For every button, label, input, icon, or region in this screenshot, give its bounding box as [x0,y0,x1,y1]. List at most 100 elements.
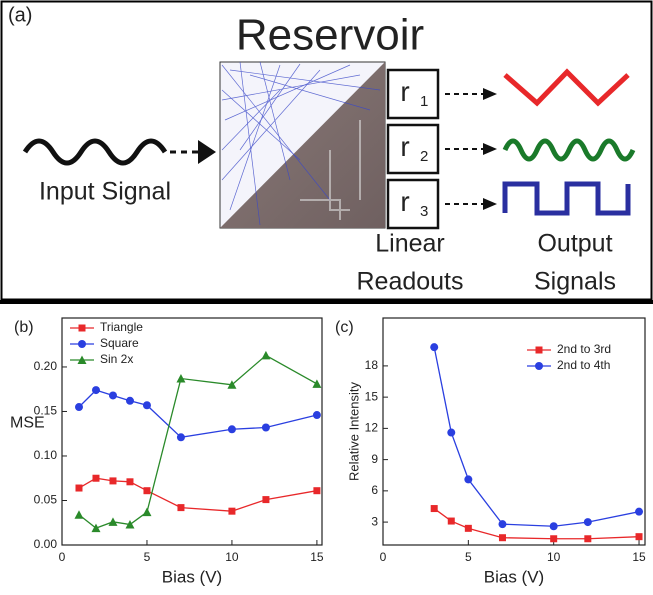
marker [142,507,152,517]
readout-label: r [400,186,409,217]
x-tick-label: 15 [632,550,646,564]
input-wave [22,138,168,166]
marker [91,386,100,395]
y-tick-label: 0.05 [34,493,58,507]
legend-label: Triangle [100,320,143,334]
marker [635,507,644,516]
x-axis-label: Bias (V) [484,567,544,586]
readout-box [386,178,440,230]
y-tick-label: 0.10 [34,448,58,462]
marker [312,411,321,420]
readout-sub: 3 [420,203,428,220]
readout-label: r [400,131,409,162]
y-tick-label: 0.15 [34,404,58,418]
marker [447,517,455,525]
y-tick-label: 0.00 [34,537,58,551]
marker [126,478,134,486]
caption: Output [537,230,612,258]
marker [176,433,185,442]
y-tick-label: 15 [365,389,379,403]
output-wave [502,138,636,162]
marker [143,487,151,495]
marker [77,355,87,364]
marker [498,520,507,529]
marker [313,487,321,495]
y-tick-label: 6 [371,483,378,497]
x-tick-label: 0 [59,550,66,564]
marker [550,535,558,543]
title: Reservoir [236,11,424,60]
marker [447,428,456,437]
marker [228,507,236,515]
y-axis-label: Relative Intensity [346,382,361,481]
marker [430,505,438,513]
marker [176,374,186,383]
y-tick-label: 9 [371,452,378,466]
series-line [78,354,318,529]
arrowhead [483,143,497,155]
marker [464,475,473,484]
input-label: Input Signal [39,178,171,206]
marker [464,524,472,532]
x-tick-label: 0 [380,550,387,564]
marker [91,523,101,533]
x-tick-label: 5 [465,550,472,564]
plot-frame [382,317,646,546]
panel-label: (b) [14,319,34,336]
marker [261,423,270,432]
marker [177,504,185,512]
x-tick-label: 10 [225,550,239,564]
y-tick-label: 18 [365,358,379,372]
marker [108,517,118,526]
legend-label: Square [100,336,139,350]
marker [635,533,643,541]
output-wave [503,68,630,107]
y-tick-label: 3 [371,514,378,528]
marker [227,380,237,389]
marker [78,324,86,332]
reservoir-image [219,61,386,229]
marker [262,496,270,504]
marker [109,477,117,485]
caption: Signals [534,268,616,296]
caption: Linear [375,230,445,258]
marker [227,425,236,434]
y-tick-label: 12 [365,421,379,435]
output-wave [502,181,631,216]
series-line [433,347,640,527]
series-line [433,508,640,540]
readout-box [386,123,440,175]
readout-label: r [400,76,409,107]
panel-label: (c) [335,319,354,336]
readout-base: r [400,131,409,162]
readout-sub: 1 [420,93,428,110]
readout-sub: 2 [420,148,428,165]
readout-box [386,68,440,120]
x-tick-label: 5 [144,550,151,564]
marker [498,534,506,542]
marker [92,474,100,482]
arrowhead [483,88,497,100]
panel-frame [0,0,653,301]
marker [535,362,543,370]
legend-label: 2nd to 4th [557,358,610,372]
marker [74,403,83,412]
legend-label: Sin 2x [100,352,133,366]
plot-frame [61,317,323,546]
x-axis-label: Bias (V) [162,567,222,586]
arrowhead [483,198,497,210]
y-axis-label: MSE [10,415,45,432]
marker [142,401,151,410]
caption: Readouts [356,268,463,296]
marker [125,396,134,405]
x-tick-label: 10 [547,550,561,564]
marker [549,522,558,531]
marker [125,520,135,529]
marker [261,350,271,360]
marker [75,484,83,492]
arrowhead [198,140,216,164]
readout-base: r [400,186,409,217]
panel-label: (a) [8,4,32,26]
y-tick-label: 0.20 [34,359,58,373]
